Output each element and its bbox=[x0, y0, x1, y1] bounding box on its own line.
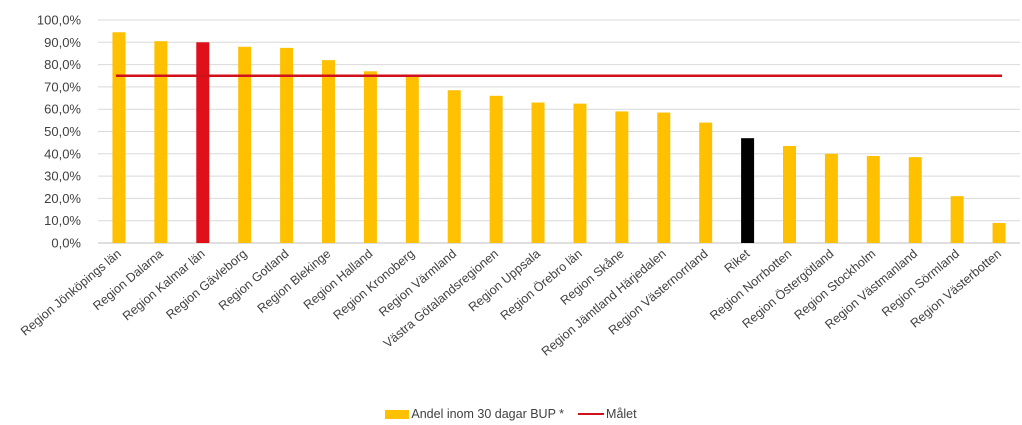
legend-line-label: Målet bbox=[606, 407, 637, 421]
bar bbox=[154, 41, 168, 244]
y-tick-label: 80,0% bbox=[44, 57, 81, 72]
bar bbox=[866, 156, 880, 243]
bar bbox=[615, 111, 629, 244]
bar bbox=[112, 32, 126, 243]
x-tick-label: Region Blekinge bbox=[255, 247, 334, 316]
bar bbox=[363, 71, 377, 243]
legend-item-bars: Andel inom 30 dagar BUP * bbox=[385, 407, 564, 421]
gridlines bbox=[98, 19, 1020, 244]
bars bbox=[112, 32, 1006, 244]
y-tick-label: 60,0% bbox=[44, 102, 81, 117]
bar bbox=[699, 122, 713, 243]
y-tick-label: 70,0% bbox=[44, 79, 81, 94]
y-tick-label: 100,0% bbox=[37, 13, 82, 28]
legend: Andel inom 30 dagar BUP * Målet bbox=[0, 405, 1022, 423]
bar-chart: 0,0% 10,0% 20,0% 30,0% 40,0% 50,0% 60,0% 70,0% 8… bbox=[18, 13, 1020, 359]
bar bbox=[322, 60, 335, 243]
legend-bar-swatch bbox=[385, 409, 410, 419]
bar bbox=[908, 157, 922, 243]
legend-bar-label: Andel inom 30 dagar BUP * bbox=[411, 407, 565, 421]
y-axis-tick-labels: 0,0% 10,0% 20,0% 30,0% 40,0% 50,0% 60,0% 70,0% 8… bbox=[37, 13, 82, 251]
x-tick-label: Region Uppsala bbox=[466, 247, 543, 315]
bar bbox=[741, 138, 755, 243]
bar bbox=[196, 42, 210, 243]
y-tick-label: 0,0% bbox=[51, 236, 81, 251]
legend-item-target: Målet bbox=[578, 407, 637, 421]
legend-line-swatch bbox=[578, 412, 605, 416]
bar bbox=[657, 112, 671, 243]
bar bbox=[573, 103, 587, 243]
y-tick-label: 20,0% bbox=[44, 191, 81, 206]
bar bbox=[489, 95, 503, 243]
x-tick-label: Riket bbox=[722, 246, 753, 275]
bar bbox=[238, 46, 252, 244]
bar bbox=[280, 47, 294, 243]
bar bbox=[950, 196, 964, 243]
bar bbox=[824, 153, 838, 243]
bar bbox=[783, 145, 796, 243]
bar bbox=[405, 76, 419, 244]
y-tick-label: 30,0% bbox=[44, 169, 81, 184]
bar bbox=[447, 90, 461, 244]
bar bbox=[531, 102, 545, 243]
y-tick-label: 10,0% bbox=[44, 213, 81, 228]
y-tick-label: 40,0% bbox=[44, 146, 81, 161]
bar bbox=[992, 222, 1006, 243]
y-tick-label: 50,0% bbox=[44, 124, 81, 139]
y-tick-label: 90,0% bbox=[44, 35, 81, 50]
